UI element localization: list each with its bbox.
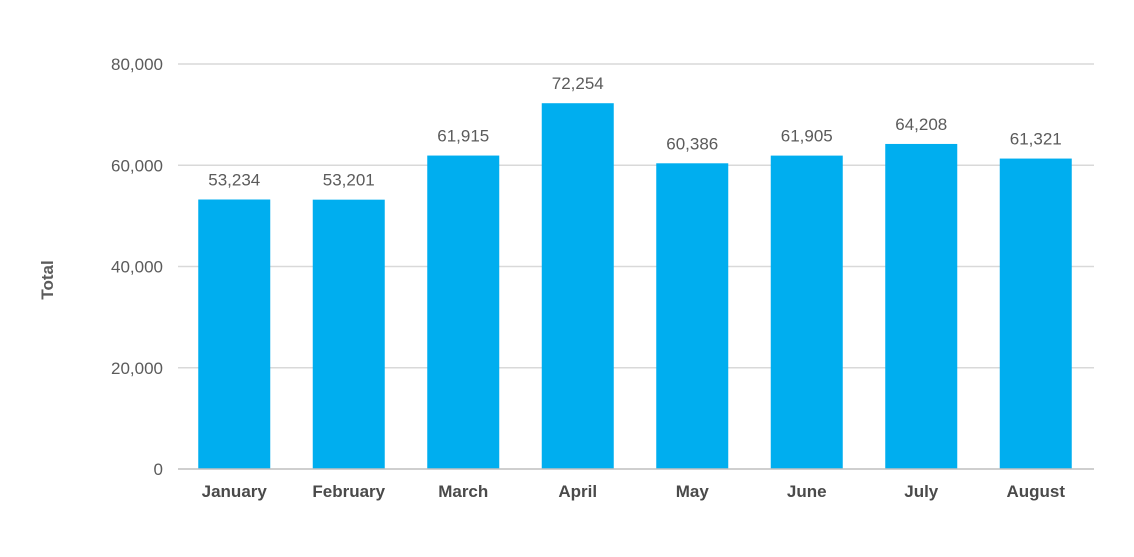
bar-january <box>198 199 271 469</box>
y-tick-label: 80,000 <box>111 55 163 74</box>
y-axis-ticks: 0 20,000 40,000 60,000 80,000 <box>111 55 163 479</box>
bar-june <box>770 155 843 469</box>
y-axis-title: Total <box>38 260 57 299</box>
y-tick-label: 0 <box>154 460 163 479</box>
data-label: 60,386 <box>666 134 718 153</box>
x-tick-label: June <box>787 482 827 501</box>
bar-august <box>999 158 1072 469</box>
bars <box>198 103 1072 470</box>
y-tick-label: 40,000 <box>111 258 163 277</box>
x-tick-label: February <box>312 482 385 501</box>
bar-march <box>427 155 500 470</box>
data-label: 53,234 <box>208 171 260 190</box>
x-tick-label: January <box>202 482 268 501</box>
x-tick-label: April <box>558 482 597 501</box>
x-tick-label: May <box>676 482 710 501</box>
data-labels: 53,234 53,201 61,915 72,254 60,386 61,905 64,2… <box>208 74 1062 189</box>
data-label: 61,905 <box>781 127 833 146</box>
data-label: 53,201 <box>323 171 375 190</box>
data-label: 72,254 <box>552 74 604 93</box>
y-tick-label: 20,000 <box>111 359 163 378</box>
bar-february <box>312 199 385 470</box>
data-label: 64,208 <box>895 115 947 134</box>
x-tick-label: July <box>904 482 939 501</box>
x-tick-label: August <box>1006 482 1065 501</box>
y-tick-label: 60,000 <box>111 156 163 175</box>
bar-may <box>656 163 729 469</box>
x-axis-ticks: January February March April May June July Augu… <box>202 482 1066 501</box>
x-tick-label: March <box>438 482 488 501</box>
data-label: 61,915 <box>437 127 489 146</box>
bar-april <box>541 103 614 470</box>
bar-july <box>885 143 958 469</box>
data-label: 61,321 <box>1010 130 1062 149</box>
